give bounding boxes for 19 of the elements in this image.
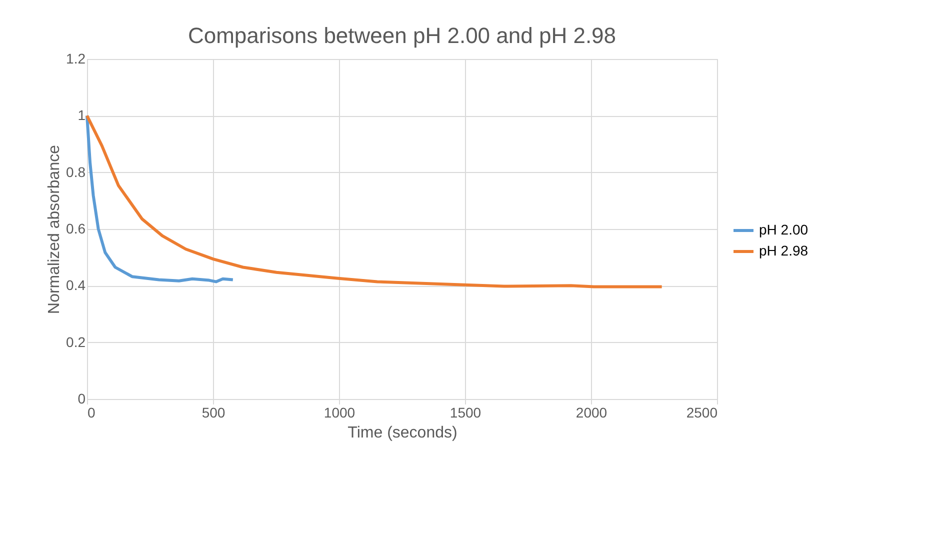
legend-label: pH 2.00 bbox=[759, 222, 808, 238]
x-tick-label: 2500 bbox=[686, 404, 718, 420]
y-tick-label: 1.2 bbox=[66, 50, 86, 66]
y-tick-label: 0.8 bbox=[66, 164, 86, 180]
y-tick-label: 1 bbox=[78, 107, 86, 124]
y-tick-label: 0.6 bbox=[66, 220, 86, 236]
legend-label: pH 2.98 bbox=[759, 242, 808, 258]
y-tick-label: 0.4 bbox=[66, 277, 86, 294]
chart-title: Comparisons between pH 2.00 and pH 2.98 bbox=[188, 23, 616, 48]
x-tick-label: 1500 bbox=[450, 404, 482, 420]
y-tick-label: 0 bbox=[78, 390, 86, 406]
y-tick-label: 0.2 bbox=[66, 334, 86, 350]
line-series bbox=[86, 114, 234, 284]
x-axis-title: Time (seconds) bbox=[348, 424, 458, 442]
x-tick-label: 1000 bbox=[324, 404, 356, 420]
line-series bbox=[86, 114, 664, 288]
y-axis-title: Normalized absorbance bbox=[46, 144, 64, 314]
x-tick-label: 2000 bbox=[576, 404, 608, 420]
x-tick-label: 500 bbox=[202, 404, 226, 420]
